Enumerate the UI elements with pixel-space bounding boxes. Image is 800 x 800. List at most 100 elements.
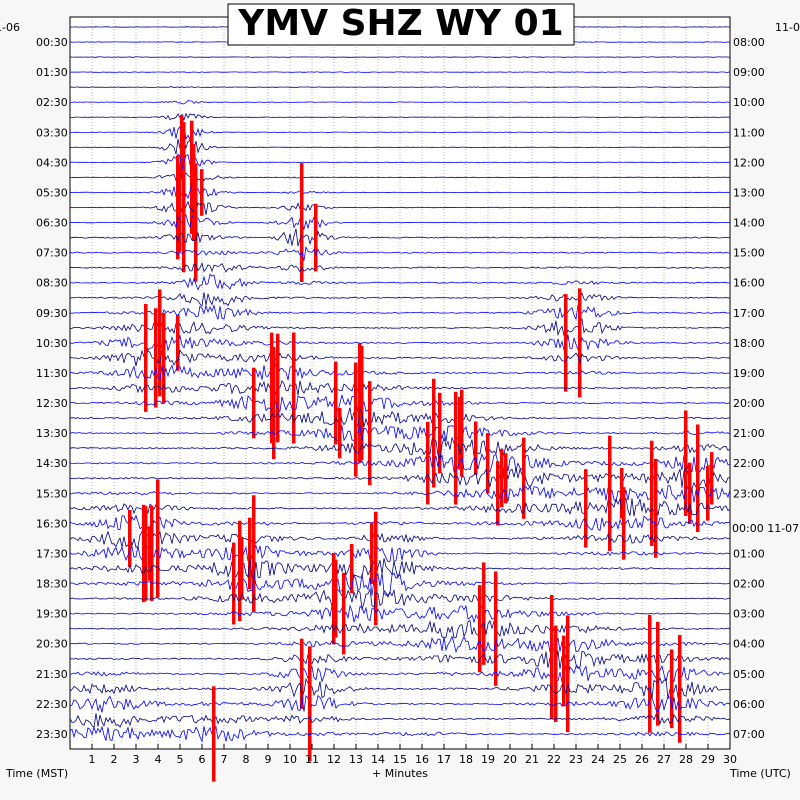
left-tick-label: 05:30 bbox=[36, 186, 68, 199]
clipped-trace bbox=[478, 585, 482, 673]
clipped-trace bbox=[426, 421, 430, 505]
trace-line bbox=[69, 544, 731, 563]
x-tick-label: 14 bbox=[371, 753, 385, 766]
right-tick-label: 17:00 bbox=[733, 307, 765, 320]
left-tick-label: 07:30 bbox=[36, 247, 68, 260]
right-tick-label: 07:00 bbox=[733, 728, 765, 741]
clipped-trace bbox=[192, 144, 196, 241]
trace-line bbox=[69, 153, 731, 171]
left-tick-label: 22:30 bbox=[36, 698, 68, 711]
clipped-trace bbox=[706, 465, 710, 521]
right-tick-label: 12:00 bbox=[733, 156, 765, 169]
x-tick-label: 5 bbox=[177, 753, 184, 766]
clipped-trace bbox=[154, 308, 158, 408]
trace-line bbox=[69, 635, 731, 654]
right-tick-label: 01:00 bbox=[733, 547, 765, 560]
left-tick-label: 14:30 bbox=[36, 457, 68, 470]
left-tick-label: 16:30 bbox=[36, 517, 68, 530]
trace-line bbox=[69, 453, 731, 473]
x-tick-label: 1 bbox=[89, 753, 96, 766]
x-tick-label: 21 bbox=[525, 753, 539, 766]
clipped-trace bbox=[142, 504, 146, 603]
clipped-trace bbox=[238, 546, 242, 622]
right-tick-label: 22:00 bbox=[733, 457, 765, 470]
right-tick-label: 04:00 bbox=[733, 638, 765, 651]
title-box bbox=[227, 3, 575, 46]
trace-line bbox=[69, 713, 731, 729]
x-tick-label: 25 bbox=[613, 753, 627, 766]
clipped-trace bbox=[338, 407, 342, 459]
left-tick-label: 20:30 bbox=[36, 638, 68, 651]
right-tick-label: 08:00 bbox=[733, 36, 765, 49]
right-tick-label: 15:00 bbox=[733, 247, 765, 260]
left-tick-label: 18:30 bbox=[36, 578, 68, 591]
clipped-trace bbox=[162, 312, 166, 403]
clipped-trace bbox=[178, 163, 182, 252]
clipped-trace bbox=[182, 122, 186, 173]
x-tick-label: 22 bbox=[547, 753, 561, 766]
clipped-trace bbox=[482, 562, 486, 665]
trace-line bbox=[69, 619, 730, 639]
x-axis-labels: 1 2 3 4 5 6 7 8 9 10 11 12 13 14 15 16 17 18 19 20 21 22 23 24 2… bbox=[89, 744, 737, 766]
clipped-trace bbox=[212, 686, 216, 782]
x-tick-label: 19 bbox=[481, 753, 495, 766]
right-tick-label: 09:00 bbox=[733, 66, 765, 79]
clipped-trace bbox=[670, 649, 674, 729]
right-tick-label: 06:00 bbox=[733, 698, 765, 711]
left-tick-label: 17:30 bbox=[36, 547, 68, 560]
left-tick-label: 00:30 bbox=[36, 36, 68, 49]
left-tick-label: 23:30 bbox=[36, 728, 68, 741]
clipped-trace bbox=[232, 542, 236, 625]
trace-line bbox=[69, 273, 731, 291]
clipped-trace bbox=[176, 155, 180, 260]
x-tick-label: 4 bbox=[155, 753, 162, 766]
trace-line bbox=[69, 245, 731, 261]
x-tick-label: 27 bbox=[657, 753, 671, 766]
right-date-next-label: 00:00 11-07 bbox=[732, 522, 799, 535]
clipped-trace bbox=[522, 437, 526, 519]
clipped-trace bbox=[276, 333, 280, 443]
left-tick-label: 10:30 bbox=[36, 337, 68, 350]
clipped-trace bbox=[148, 526, 152, 581]
x-tick-label: 8 bbox=[243, 753, 250, 766]
x-tick-label: 29 bbox=[701, 753, 715, 766]
clipped-trace bbox=[496, 461, 500, 526]
right-date-label: 11-0 bbox=[775, 21, 800, 34]
x-tick-label: 12 bbox=[327, 753, 341, 766]
clipped-trace bbox=[584, 469, 588, 548]
clipped-trace bbox=[494, 571, 498, 686]
trace-line bbox=[69, 292, 731, 307]
clipped-trace bbox=[438, 392, 442, 474]
clipped-trace bbox=[308, 646, 312, 762]
x-tick-label: 16 bbox=[415, 753, 429, 766]
clipped-trace bbox=[292, 332, 296, 444]
trace-line bbox=[69, 378, 731, 396]
clipped-trace bbox=[432, 378, 436, 488]
clipped-trace bbox=[688, 462, 692, 524]
clipped-trace bbox=[334, 559, 338, 638]
trace-line bbox=[69, 557, 731, 579]
clipped-trace bbox=[332, 584, 336, 643]
clipped-trace bbox=[350, 543, 354, 594]
clipped-trace bbox=[696, 424, 700, 533]
right-tick-label: 10:00 bbox=[733, 96, 765, 109]
right-tick-label: 16:00 bbox=[733, 277, 765, 290]
right-axis-title: Time (UTC) bbox=[729, 767, 791, 780]
trace-line bbox=[69, 497, 731, 517]
seismic-traces bbox=[69, 26, 731, 782]
right-axis-labels: 08:00 09:00 10:00 11:00 12:00 13:00 14:00 15:00… bbox=[733, 36, 765, 741]
clipped-trace bbox=[144, 506, 148, 601]
clipped-trace bbox=[176, 314, 180, 371]
x-tick-label: 20 bbox=[503, 753, 517, 766]
trace-line bbox=[69, 71, 731, 73]
trace-line bbox=[70, 317, 731, 337]
clipped-trace bbox=[252, 367, 256, 439]
clipped-trace bbox=[248, 517, 252, 590]
clipped-trace bbox=[650, 440, 654, 546]
trace-line bbox=[69, 530, 731, 548]
right-tick-label: 05:00 bbox=[733, 668, 765, 681]
trace-line bbox=[69, 56, 730, 58]
clipped-trace bbox=[566, 615, 570, 733]
clipped-trace bbox=[622, 487, 626, 560]
